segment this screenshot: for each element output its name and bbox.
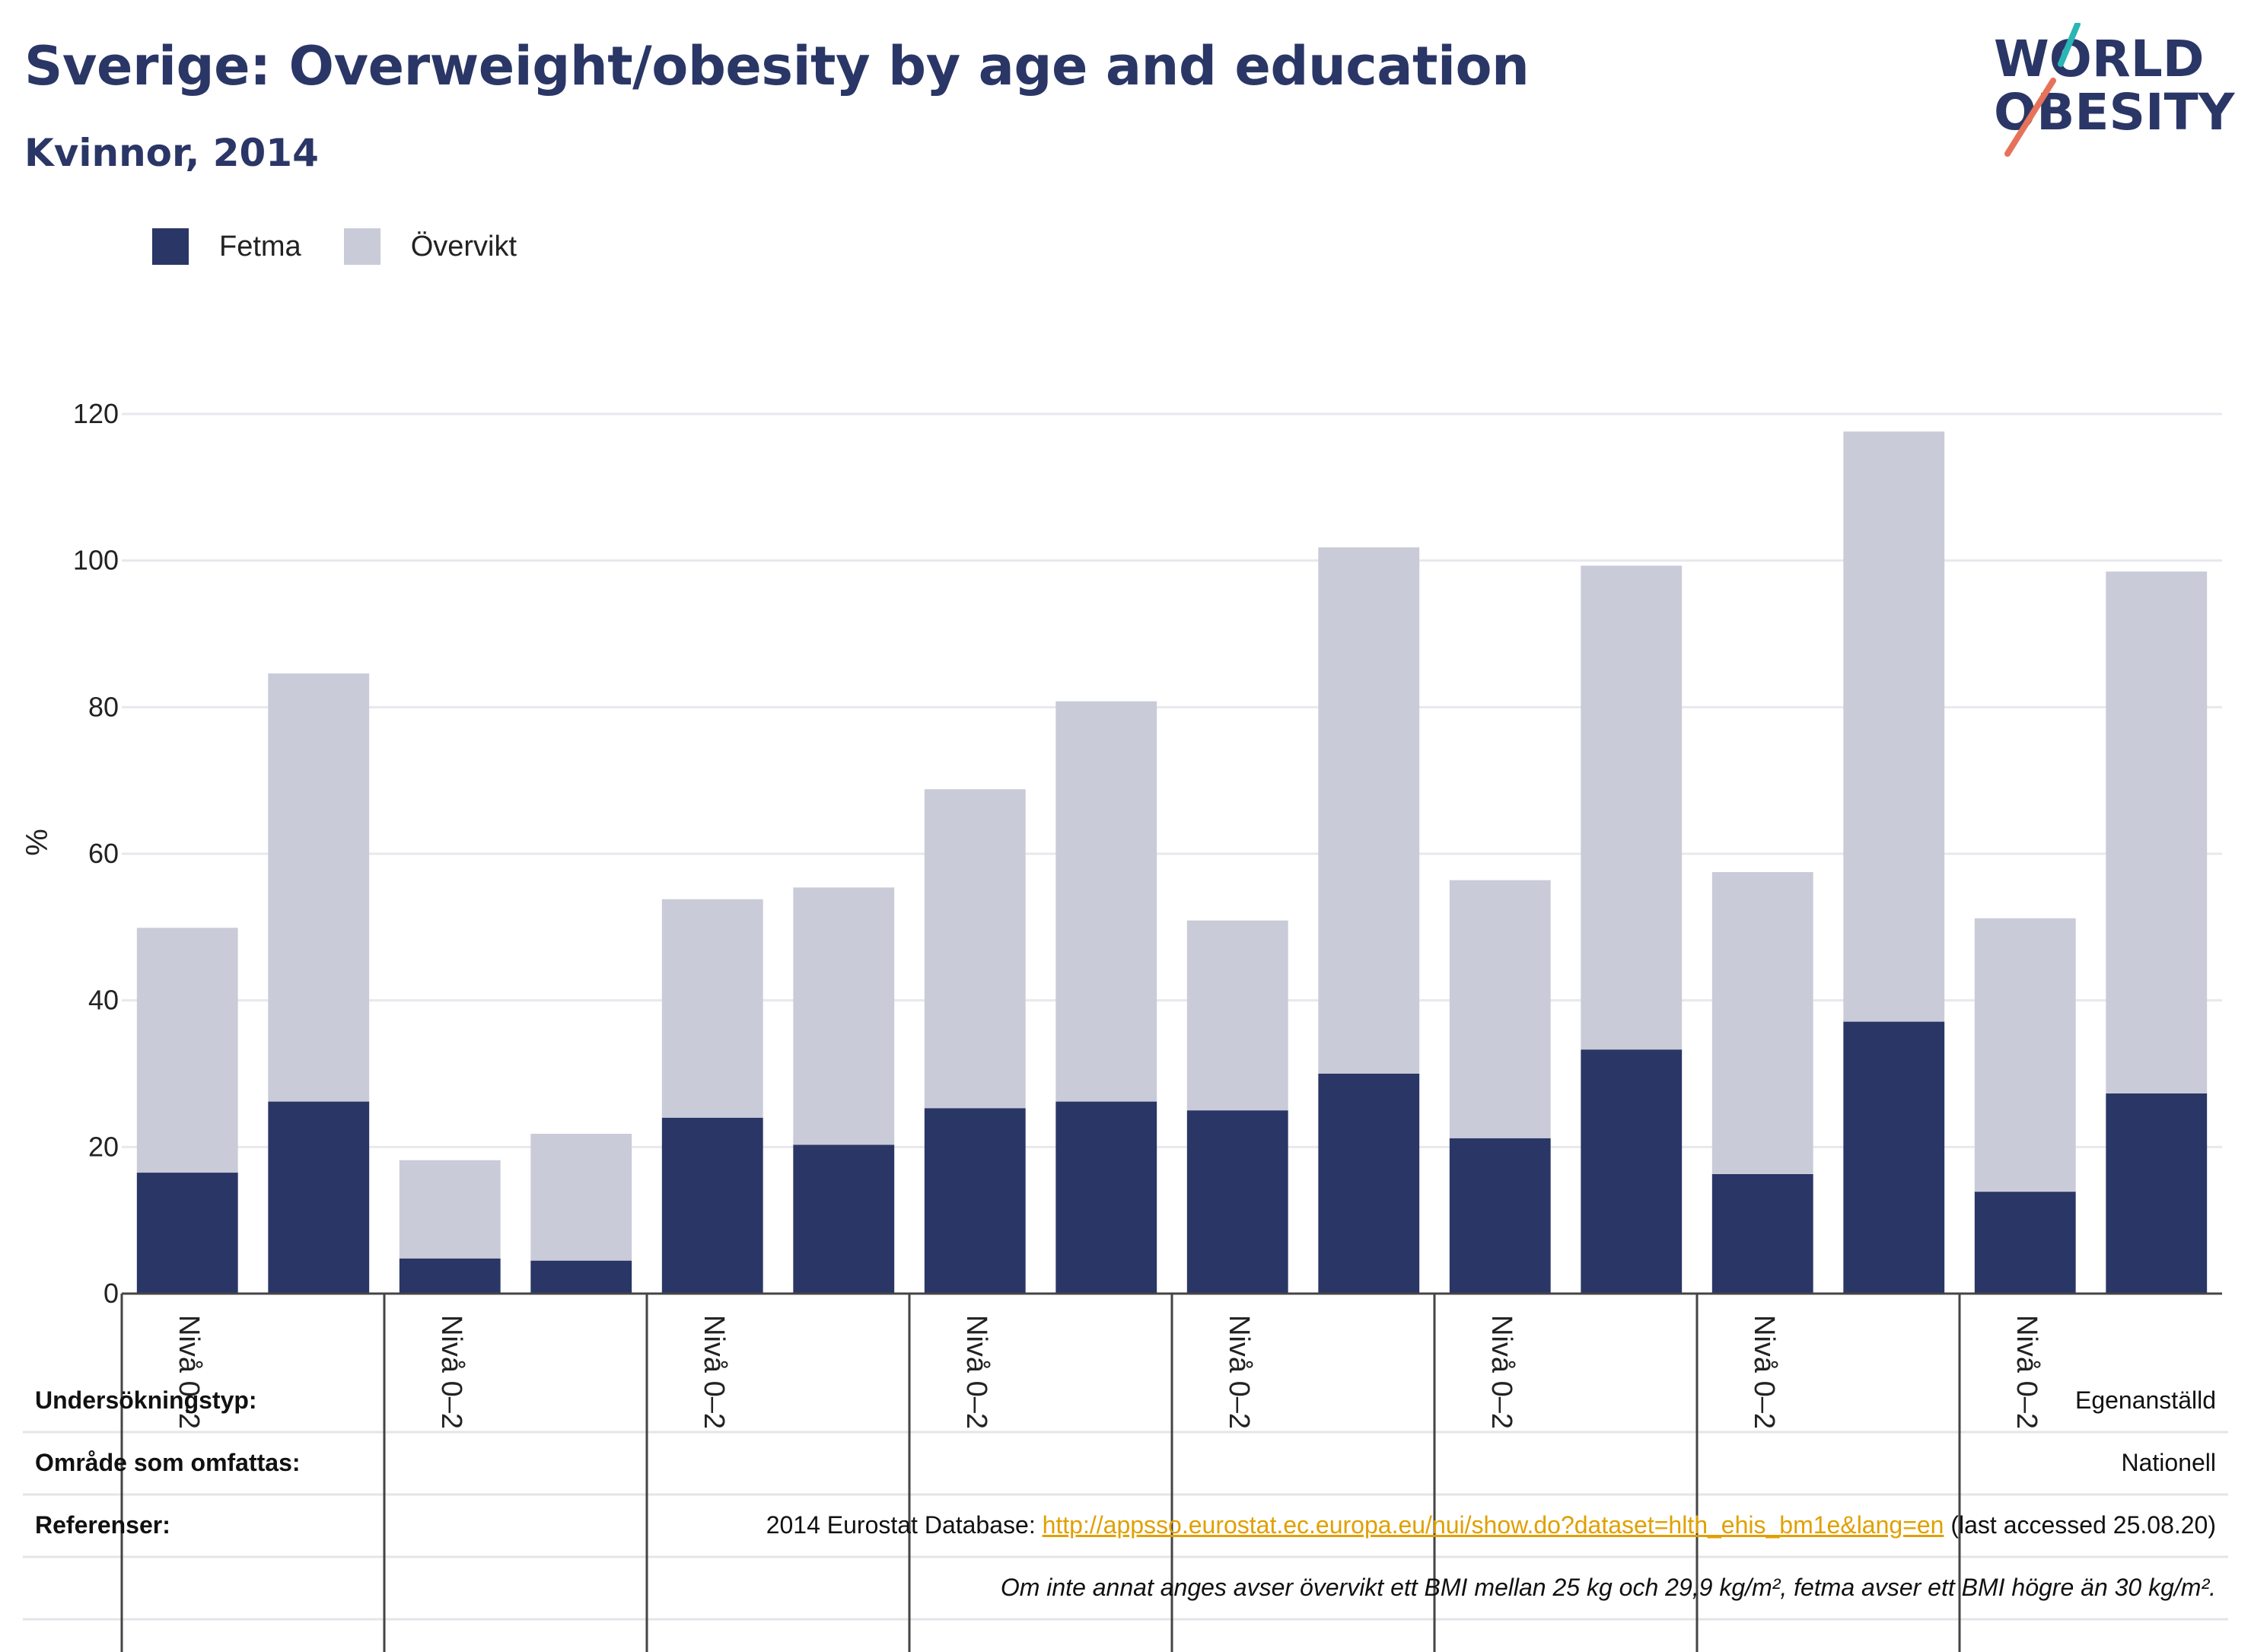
bar-fetma <box>1055 1101 1157 1294</box>
logo-stroke-coral <box>2004 78 2056 157</box>
x-group-label: Nivå 0–2 <box>435 1315 467 1429</box>
bar-fetma <box>399 1258 501 1294</box>
bar-overvikt <box>530 1133 632 1261</box>
bar-fetma <box>1711 1173 1813 1294</box>
bar-overvikt <box>1974 918 2076 1192</box>
y-tick-label: 120 <box>73 398 119 429</box>
bar-fetma <box>661 1117 763 1294</box>
info-row-note: Om inte annat anges avser övervikt ett B… <box>0 1557 2251 1619</box>
info-row-survey-type: Undersökningstyp: Egenanställd <box>0 1370 2251 1432</box>
bar-fetma <box>1843 1021 1945 1294</box>
y-tick-label: 40 <box>88 985 119 1016</box>
info-row-area: Område som omfattas: Nationell <box>0 1432 2251 1494</box>
bar-overvikt <box>1186 920 1288 1111</box>
bar-fetma <box>793 1144 895 1294</box>
bar-overvikt <box>268 673 370 1102</box>
x-group-label: Nivå 0–2 <box>960 1315 992 1429</box>
bar-overvikt <box>1449 880 1551 1138</box>
bar-overvikt <box>1055 701 1157 1102</box>
x-group-label: Nivå 0–2 <box>2011 1315 2042 1429</box>
bar-overvikt <box>1711 872 1813 1174</box>
y-tick-label: 0 <box>103 1278 119 1309</box>
legend-item-fetma[interactable]: Fetma <box>152 228 301 265</box>
bar-overvikt <box>399 1160 501 1259</box>
bar-fetma <box>2106 1093 2208 1294</box>
survey-type-label: Undersökningstyp: <box>35 1386 257 1414</box>
chart-subtitle: Kvinnor, 2014 <box>24 131 319 175</box>
legend-item-overvikt[interactable]: Övervikt <box>343 228 517 265</box>
bar-fetma <box>1186 1110 1288 1294</box>
info-row-references: Referenser: 2014 Eurostat Database: http… <box>0 1494 2251 1557</box>
y-tick-label: 100 <box>73 545 119 576</box>
chart-legend: Fetma Övervikt <box>152 228 559 265</box>
y-tick-label: 80 <box>88 691 119 722</box>
legend-label-overvikt: Övervikt <box>410 230 517 263</box>
x-group-label: Nivå 0–2 <box>698 1315 730 1429</box>
survey-type-value: Egenanställd <box>2074 1386 2216 1414</box>
legend-swatch-overvikt <box>343 228 380 265</box>
references-label: Referenser: <box>35 1511 170 1539</box>
bar-fetma <box>1318 1074 1420 1294</box>
bmi-note: Om inte annat anges avser övervikt ett B… <box>1000 1574 2216 1601</box>
bar-fetma <box>1449 1138 1551 1294</box>
references-prefix: 2014 Eurostat Database: <box>766 1511 1043 1539</box>
chart-title: Sverige: Overweight/obesity by age and e… <box>24 35 1530 97</box>
bar-overvikt <box>1318 547 1420 1074</box>
references-link[interactable]: http://appsso.eurostat.ec.europa.eu/nui/… <box>1042 1511 1944 1539</box>
y-tick-label: 60 <box>88 838 119 869</box>
legend-label-fetma: Fetma <box>219 230 301 263</box>
bar-fetma <box>924 1108 1026 1294</box>
references-value: 2014 Eurostat Database: http://appsso.eu… <box>766 1511 2216 1539</box>
bar-overvikt <box>661 899 763 1118</box>
references-suffix: (last accessed 25.08.20) <box>1944 1511 2216 1539</box>
bar-overvikt <box>924 789 1026 1109</box>
bar-fetma <box>268 1101 370 1294</box>
bar-overvikt <box>793 887 895 1145</box>
logo-line1: WORLD <box>1994 30 2205 88</box>
bar-fetma <box>136 1173 238 1294</box>
x-group-label: Nivå 0–2 <box>173 1315 205 1429</box>
legend-swatch-fetma <box>152 228 189 265</box>
bar-overvikt <box>1843 431 1945 1022</box>
x-group-label: Nivå 0–2 <box>1748 1315 1780 1429</box>
area-value: Nationell <box>2121 1449 2216 1476</box>
area-label: Område som omfattas: <box>35 1449 301 1476</box>
x-group-label: Nivå 0–2 <box>1223 1315 1255 1429</box>
bar-fetma <box>1581 1049 1683 1294</box>
logo-stroke-teal <box>2058 23 2081 67</box>
world-obesity-logo: WORLD OBESITY <box>1994 23 2236 157</box>
bar-overvikt <box>136 928 238 1173</box>
y-tick-label: 20 <box>88 1131 119 1162</box>
bar-fetma <box>530 1260 632 1294</box>
x-group-label: Nivå 0–2 <box>1485 1315 1517 1429</box>
y-axis-label: % <box>21 829 54 856</box>
bar-fetma <box>1974 1192 2076 1294</box>
bar-overvikt <box>1581 565 1683 1050</box>
bar-overvikt <box>2106 571 2208 1094</box>
